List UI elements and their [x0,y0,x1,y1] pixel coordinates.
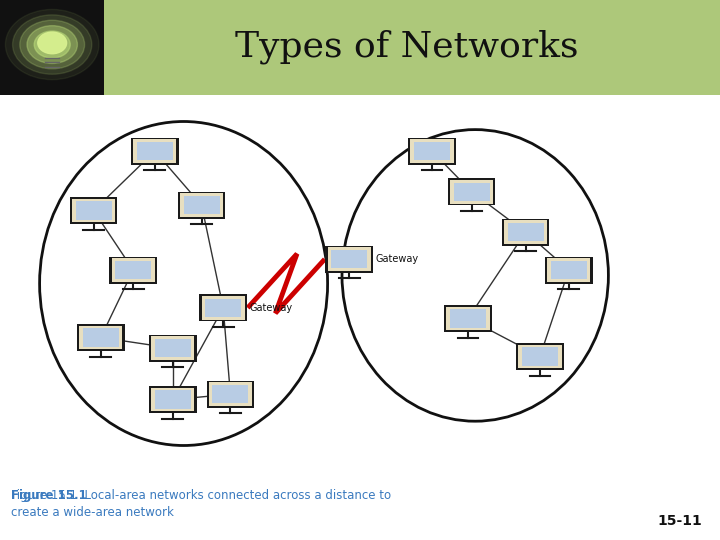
Bar [79,326,122,349]
FancyBboxPatch shape [0,0,104,94]
Bar [115,261,151,279]
Bar [414,142,450,160]
Bar [109,256,157,284]
Bar [202,296,245,320]
Bar [212,385,248,403]
Bar [180,193,223,217]
Bar [199,294,247,321]
Circle shape [12,15,92,74]
Bar [545,256,593,284]
Bar [72,199,115,222]
Bar [450,180,493,204]
Bar [410,139,454,163]
Bar [155,390,191,409]
Bar [77,324,125,351]
Text: Gateway: Gateway [376,254,419,264]
Bar [518,345,562,368]
Bar [184,196,220,214]
Circle shape [27,25,78,63]
Bar [207,381,254,408]
Bar [133,139,176,163]
Circle shape [37,32,66,54]
Bar [450,309,486,328]
Bar [331,250,367,268]
Bar [76,201,112,220]
Bar [131,138,179,165]
Bar [454,183,490,201]
Bar [551,261,587,279]
Bar [522,347,558,366]
Text: Figure 15.1  Local-area networks connected across a distance to
create a wide-ar: Figure 15.1 Local-area networks connecte… [11,489,391,519]
Bar [155,339,191,357]
Bar [149,386,197,413]
Text: Figure 15.1: Figure 15.1 [11,489,86,502]
FancyBboxPatch shape [104,0,720,94]
Bar [112,258,155,282]
Bar [70,197,117,224]
Bar [151,336,194,360]
Bar [448,178,495,205]
Bar [325,246,373,273]
Circle shape [19,20,85,69]
Bar [83,328,119,347]
Bar [209,382,252,406]
Bar [504,220,547,244]
Bar [502,219,549,246]
Bar [178,192,225,219]
Bar [151,388,194,411]
Bar [508,223,544,241]
Circle shape [5,10,99,80]
Bar [328,247,371,271]
Bar [137,142,173,160]
Bar [516,343,564,370]
Text: Types of Networks: Types of Networks [235,30,579,64]
Bar [446,307,490,330]
Bar [444,305,492,332]
Text: 15-11: 15-11 [657,514,702,528]
Bar [408,138,456,165]
Bar [547,258,590,282]
Circle shape [34,31,70,58]
Text: Gateway: Gateway [250,303,293,313]
Bar [205,299,241,317]
Bar [149,335,197,362]
